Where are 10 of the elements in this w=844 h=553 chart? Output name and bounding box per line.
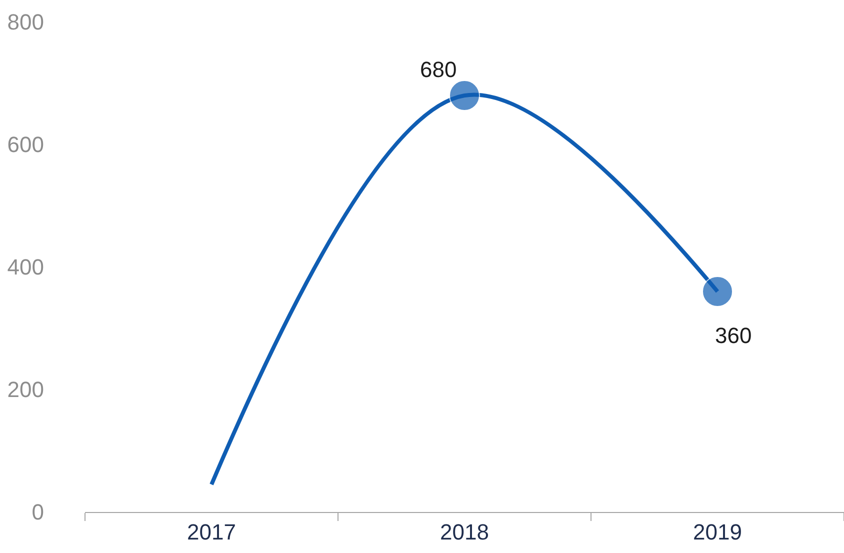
y-tick-label: 200: [7, 377, 44, 402]
y-tick-label: 800: [7, 10, 44, 35]
data-label: 360: [715, 323, 752, 348]
data-label: 680: [420, 57, 457, 82]
x-tick-label: 2018: [440, 519, 489, 544]
y-tick-label: 0: [32, 500, 44, 525]
x-tick-label: 2017: [187, 519, 236, 544]
x-tick-label: 2019: [693, 519, 742, 544]
y-tick-label: 400: [7, 254, 44, 280]
y-tick-label: 600: [7, 132, 44, 158]
